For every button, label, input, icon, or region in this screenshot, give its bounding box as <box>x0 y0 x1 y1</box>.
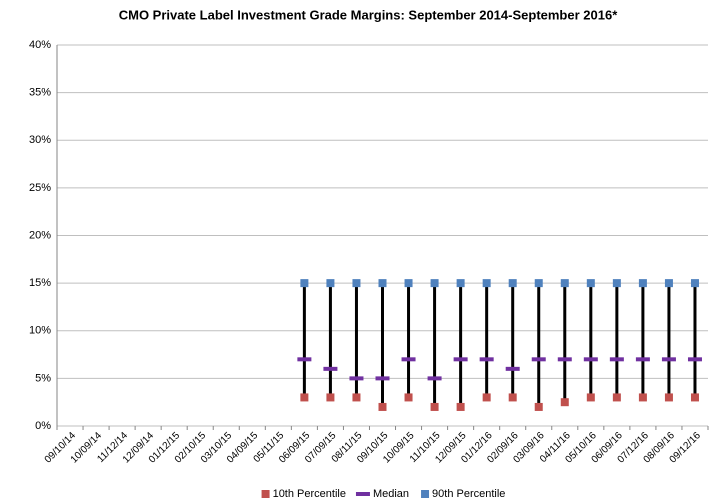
percentile-marker <box>352 279 361 288</box>
percentile-marker <box>300 279 309 288</box>
percentile-marker <box>378 402 387 411</box>
percentile-marker <box>638 279 647 288</box>
median-marker <box>323 366 338 371</box>
percentile-marker <box>326 393 335 402</box>
percentile-marker <box>586 393 595 402</box>
percentile-marker <box>482 393 491 402</box>
percentile-marker <box>430 279 439 288</box>
percentile-marker <box>638 393 647 402</box>
median-marker <box>401 357 416 362</box>
percentile-marker <box>456 279 465 288</box>
y-tick-label: 20% <box>29 229 51 241</box>
median-marker <box>687 357 702 362</box>
legend-label: 90th Percentile <box>432 488 505 500</box>
percentile-marker <box>456 402 465 411</box>
percentile-marker <box>404 279 413 288</box>
percentile-marker <box>352 393 361 402</box>
percentile-marker <box>508 279 517 288</box>
y-tick-label: 0% <box>35 420 51 432</box>
legend: 10th Percentile Median 90th Percentile <box>261 488 505 500</box>
percentile-marker <box>482 279 491 288</box>
percentile-marker <box>560 398 569 407</box>
percentile-marker <box>430 402 439 411</box>
legend-label: 10th Percentile <box>273 488 346 500</box>
y-tick-label: 5% <box>35 372 51 384</box>
y-tick-label: 30% <box>29 134 51 146</box>
chart-title: CMO Private Label Investment Grade Margi… <box>119 7 618 22</box>
median-marker <box>453 357 468 362</box>
median-marker <box>635 357 650 362</box>
median-marker <box>609 357 624 362</box>
median-marker <box>583 357 598 362</box>
y-tick-label: 25% <box>29 182 51 194</box>
percentile-marker <box>560 279 569 288</box>
percentile-marker <box>664 279 673 288</box>
median-marker <box>505 366 520 371</box>
percentile-marker <box>404 393 413 402</box>
percentile-marker <box>690 279 699 288</box>
median-marker <box>349 376 364 381</box>
percentile-marker <box>586 279 595 288</box>
median-marker <box>375 376 390 381</box>
median-marker <box>297 357 312 362</box>
percentile-marker <box>378 279 387 288</box>
y-tick-label: 15% <box>29 277 51 289</box>
percentile-marker <box>612 279 621 288</box>
percentile-marker <box>508 393 517 402</box>
percentile-marker <box>664 393 673 402</box>
percentile-marker <box>534 402 543 411</box>
percentile-marker <box>534 279 543 288</box>
y-tick-label: 40% <box>29 39 51 51</box>
percentile-marker <box>300 393 309 402</box>
median-marker <box>479 357 494 362</box>
median-marker <box>557 357 572 362</box>
legend-marker <box>261 490 270 498</box>
y-tick-label: 10% <box>29 325 51 337</box>
legend-marker <box>355 492 370 496</box>
percentile-marker <box>326 279 335 288</box>
median-marker <box>661 357 676 362</box>
y-tick-label: 35% <box>29 87 51 99</box>
legend-label: Median <box>373 488 409 500</box>
percentile-marker <box>690 393 699 402</box>
legend-marker <box>421 490 430 498</box>
median-marker <box>427 376 442 381</box>
percentile-marker <box>612 393 621 402</box>
median-marker <box>531 357 546 362</box>
